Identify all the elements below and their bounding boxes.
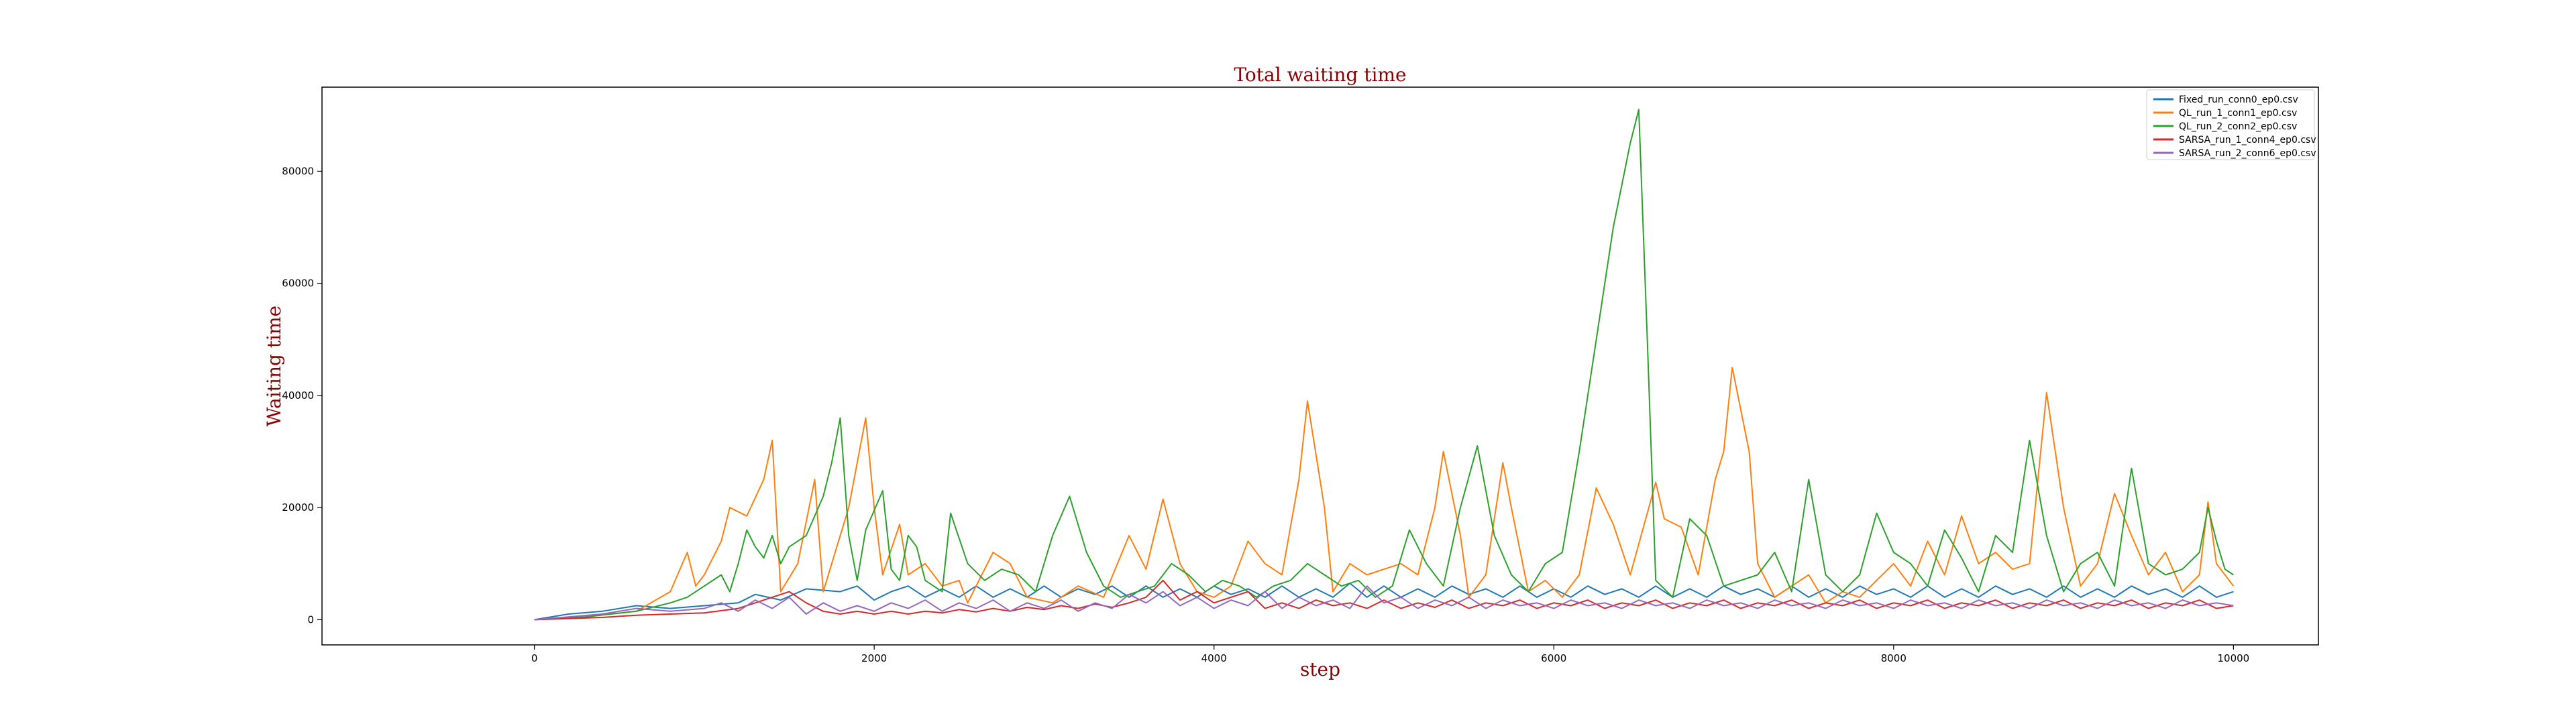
y-tick-label: 60000 <box>282 278 314 290</box>
plot-frame <box>321 86 2319 646</box>
x-tick-label: 6000 <box>1541 652 1566 664</box>
x-axis-label: step <box>1300 658 1340 680</box>
legend-label: QL_run_1_conn1_ep0.csv <box>2179 108 2297 119</box>
x-tick-label: 4000 <box>1201 652 1227 664</box>
legend-label: SARSA_run_1_conn4_ep0.csv <box>2179 135 2316 145</box>
legend-label: SARSA_run_2_conn6_ep0.csv <box>2179 148 2316 159</box>
y-axis: 0 20000 40000 60000 80000 <box>282 165 322 625</box>
series-lines <box>534 109 2235 621</box>
y-tick-label: 40000 <box>282 389 314 402</box>
x-tick-label: 0 <box>531 652 538 664</box>
y-tick-label: 20000 <box>282 501 314 514</box>
y-axis-label: Waiting time <box>263 306 285 426</box>
series-line-4 <box>534 579 2234 621</box>
series-line-1 <box>534 583 2234 621</box>
series-line-5 <box>534 585 2234 621</box>
legend-box <box>2146 89 2315 160</box>
series-line-2 <box>534 367 2235 621</box>
x-tick-label: 10000 <box>2218 652 2250 664</box>
x-axis: 0 2000 4000 6000 8000 10000 <box>531 645 2249 664</box>
legend-label: Fixed_run_conn0_ep0.csv <box>2179 95 2298 105</box>
legend-label: QL_run_2_conn2_ep0.csv <box>2179 121 2297 132</box>
chart-title: Total waiting time <box>1234 64 1406 86</box>
series-line-3 <box>534 109 2234 621</box>
y-tick-label: 0 <box>307 613 314 625</box>
legend: Fixed_run_conn0_ep0.csv QL_run_1_conn1_ep… <box>2146 89 2316 160</box>
y-tick-label: 80000 <box>282 165 314 177</box>
x-tick-label: 2000 <box>861 652 887 664</box>
x-tick-label: 8000 <box>1881 652 1907 664</box>
